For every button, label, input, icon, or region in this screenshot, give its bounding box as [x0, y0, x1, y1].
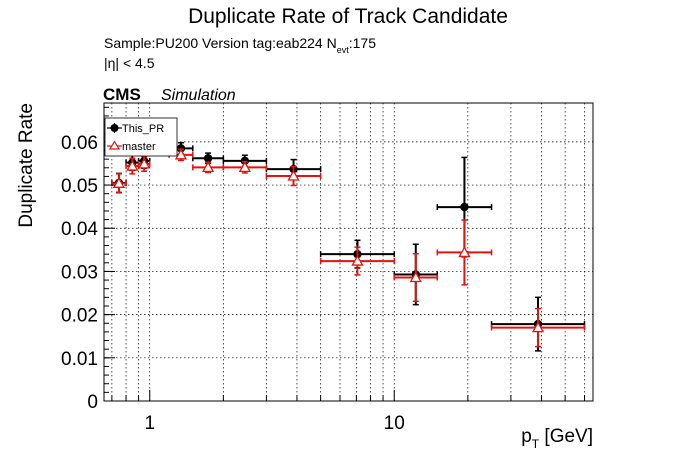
legend-marker-master	[108, 140, 121, 150]
data-point	[240, 156, 250, 166]
data-point	[201, 161, 215, 173]
simulation-label: Simulation	[161, 87, 236, 104]
data-point	[126, 159, 139, 171]
cms-label: CMS	[103, 85, 141, 104]
y-tick-label: 0.03	[61, 262, 98, 283]
series-layer	[111, 141, 586, 352]
sample-info-suffix: :175	[349, 35, 376, 51]
data-point	[203, 154, 213, 163]
y-tick-label: 0.02	[61, 306, 98, 327]
sample-info-prefix: Sample:PU200 Version tag:eab224 N	[104, 35, 337, 51]
data-point	[112, 176, 126, 188]
data-point	[174, 148, 188, 160]
eta-cut: |η| < 4.5	[104, 55, 155, 71]
data-point	[287, 169, 300, 181]
legend-label-master: master	[122, 141, 156, 153]
x-axis-label-main: p	[521, 426, 532, 447]
data-point	[238, 161, 251, 173]
sample-info-sub: evt	[337, 45, 350, 55]
x-axis-label: pT [GeV]	[521, 426, 593, 451]
plot-frame	[103, 102, 594, 402]
y-tick-label: 0.05	[61, 176, 98, 197]
y-tick-label: 0.04	[61, 219, 98, 240]
legend-marker-this-pr	[110, 124, 119, 132]
legend-box	[104, 117, 178, 157]
y-tick-label: 0.06	[61, 133, 98, 154]
series-master	[111, 148, 586, 348]
x-axis-label-unit: [GeV]	[539, 426, 593, 447]
legend: This_PR master	[104, 117, 178, 157]
legend-entry-this-pr: This_PR	[107, 123, 164, 135]
chart-title: Duplicate Rate of Track Candidate	[188, 5, 508, 28]
y-tick-label: 0.01	[61, 349, 98, 370]
axis-ticks: 0 0.01 0.02 0.03 0.04 0.05 0.06 1 10	[61, 106, 586, 434]
data-point	[531, 321, 545, 333]
y-tick-label: 0	[87, 392, 98, 413]
data-point	[460, 202, 469, 212]
data-point	[176, 144, 186, 153]
legend-entry-master: master	[107, 140, 156, 153]
y-axis-label: Duplicate Rate	[16, 103, 37, 228]
data-point	[458, 246, 471, 258]
data-point	[351, 254, 364, 266]
data-point	[409, 271, 422, 283]
x-tick-label: 10	[384, 413, 405, 434]
legend-label-this-pr: This_PR	[122, 123, 164, 135]
data-point	[138, 157, 151, 169]
x-axis-label-sub: T	[532, 437, 540, 451]
sample-info: Sample:PU200 Version tag:eab224 Nevt:175	[104, 35, 376, 55]
x-tick-label: 1	[144, 413, 155, 434]
